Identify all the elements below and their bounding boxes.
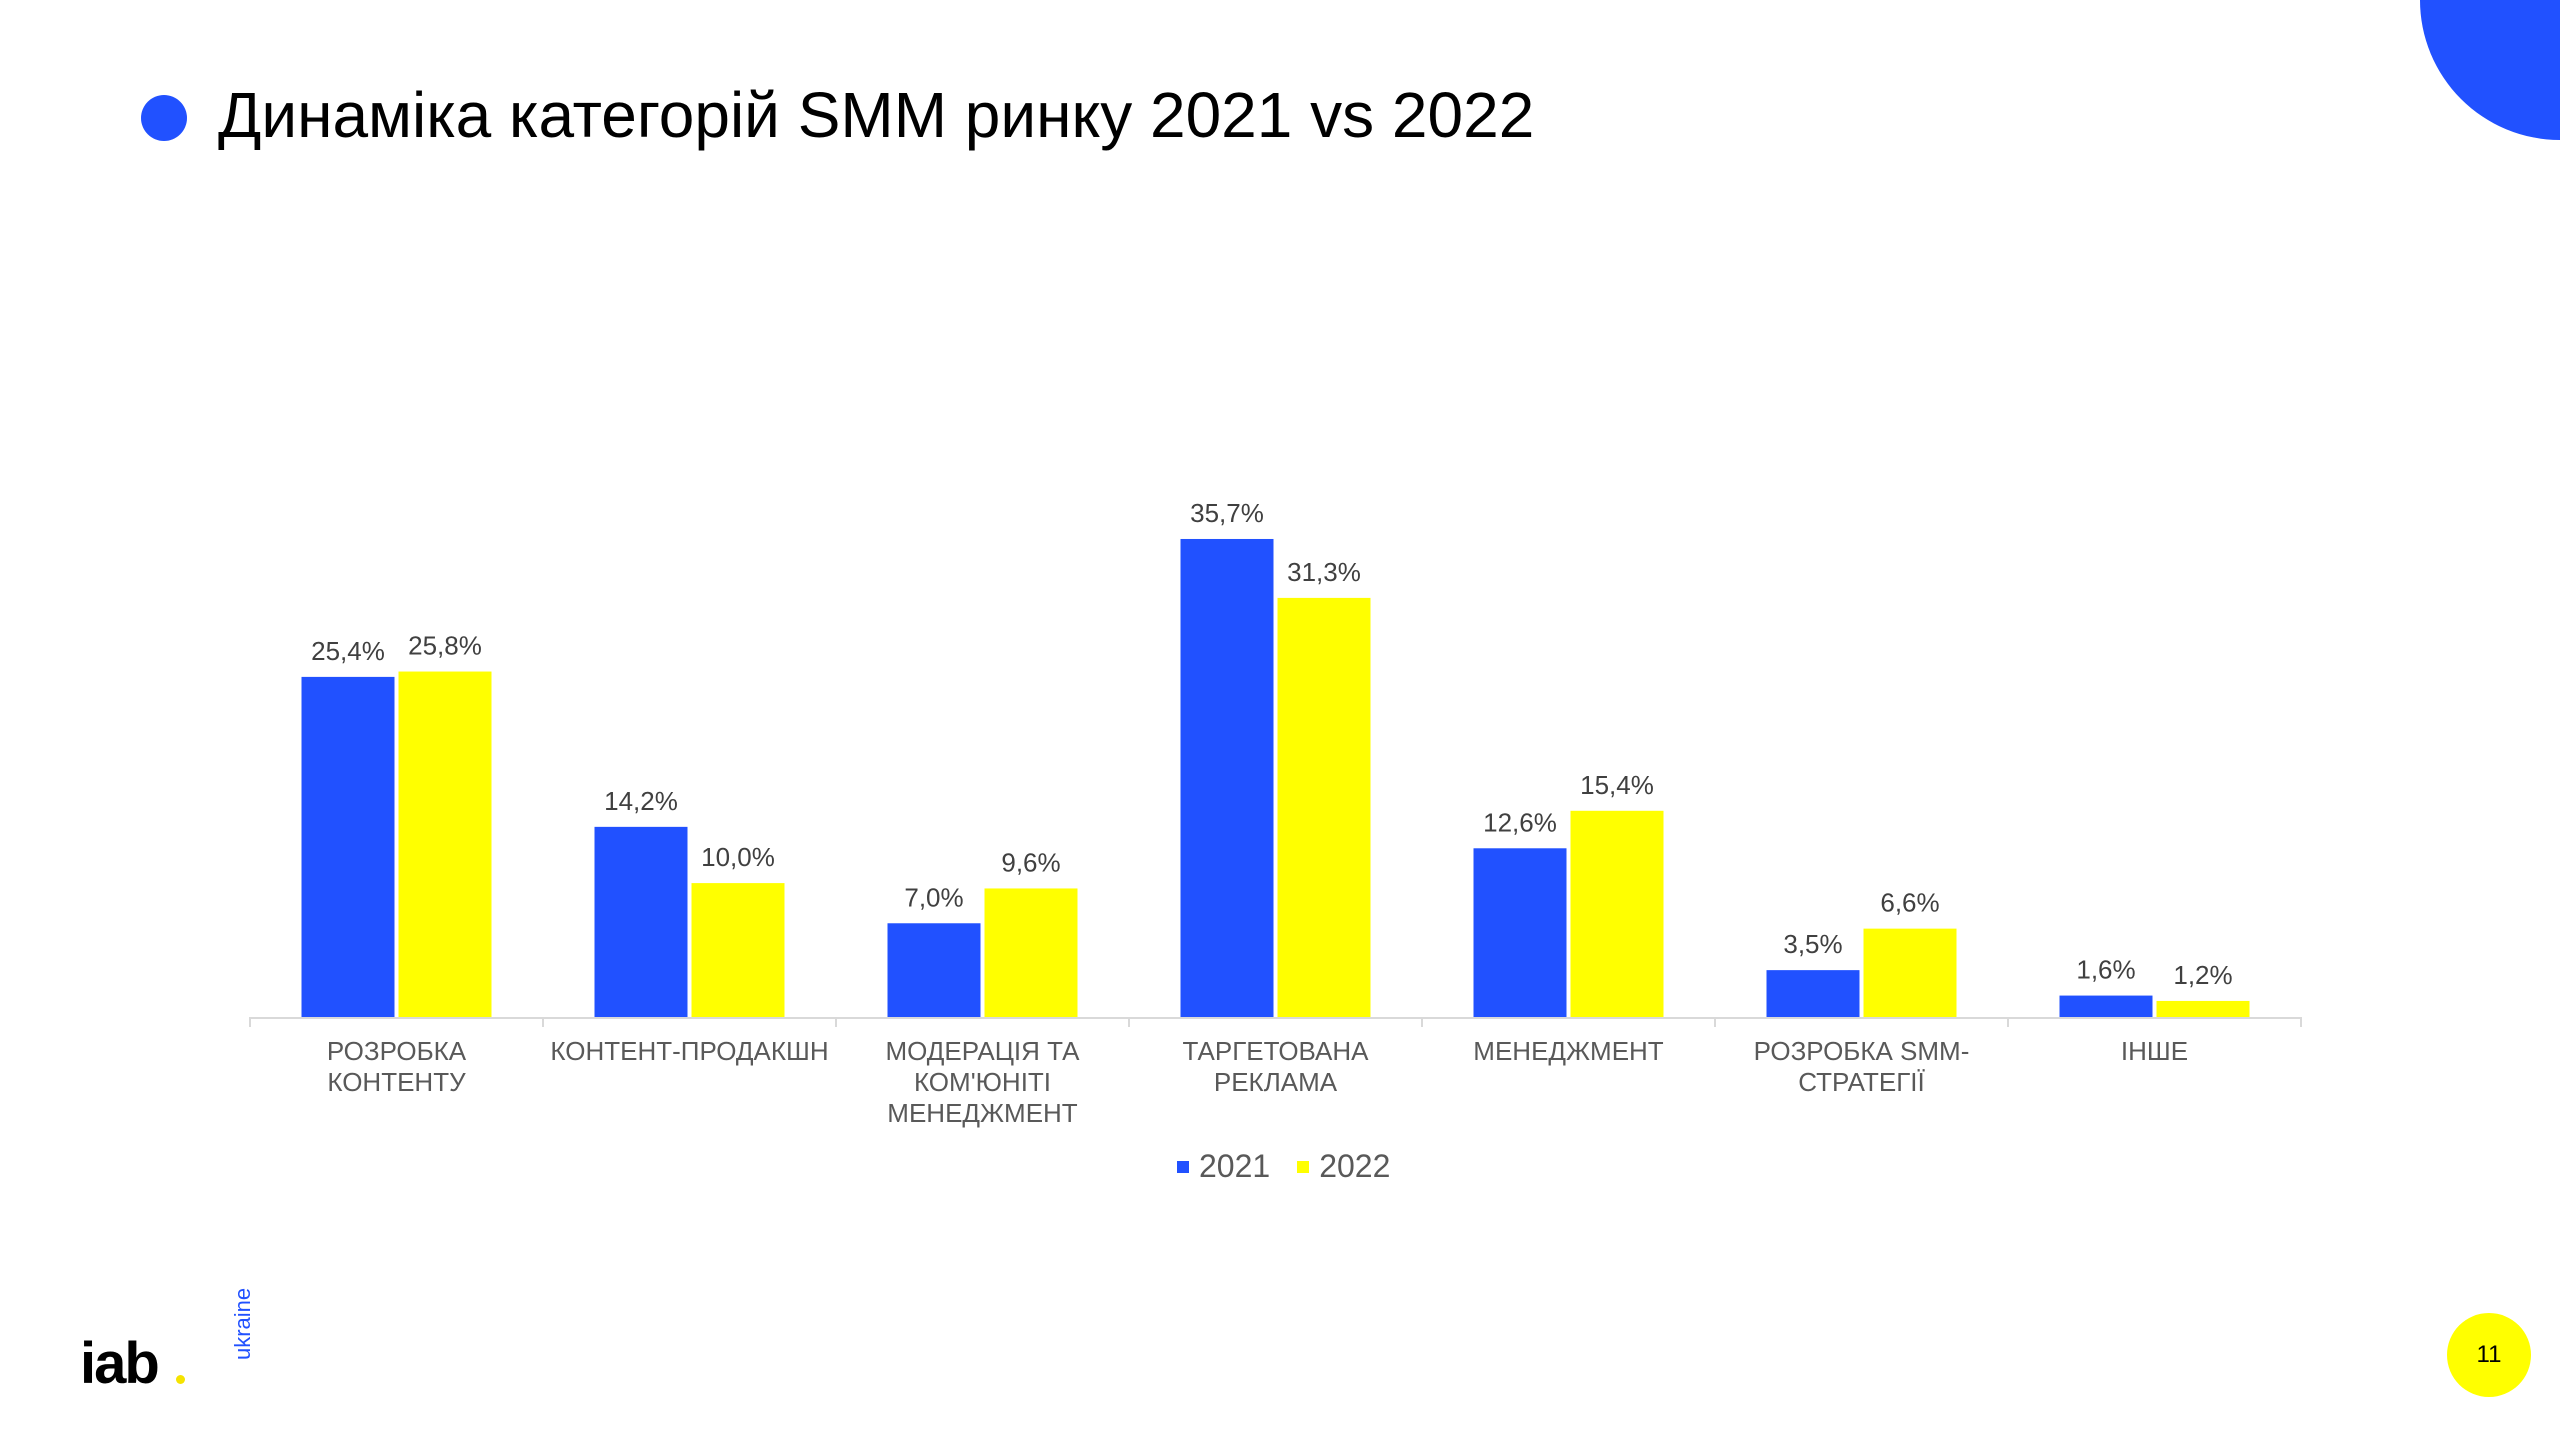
bar-2022: [984, 888, 1078, 1017]
legend-item-2022: 2022: [1297, 1148, 1390, 1185]
bar-2021: [1766, 970, 1860, 1017]
bar-2021: [594, 826, 688, 1017]
category-label: РОЗРОБКА SMM- СТРАТЕГІЇ: [1753, 1036, 1970, 1097]
category-label: МЕНЕДЖМЕНТ: [1473, 1036, 1664, 1066]
data-label: 6,6%: [1880, 888, 1939, 918]
bar-2022: [398, 671, 492, 1017]
data-label: 31,3%: [1287, 557, 1361, 587]
data-label: 35,7%: [1190, 498, 1264, 528]
data-label: 9,6%: [1001, 847, 1060, 877]
bar-2021: [1180, 538, 1274, 1017]
bar-2021: [1473, 848, 1567, 1017]
data-label: 10,0%: [701, 842, 775, 872]
category-label: МОДЕРАЦІЯ ТА КОМ'ЮНІТІ МЕНЕДЖМЕНТ: [885, 1036, 1080, 1128]
legend: 2021 2022: [1177, 1148, 1417, 1185]
legend-item-2021: 2021: [1177, 1148, 1270, 1185]
category-label: РОЗРОБКА КОНТЕНТУ: [326, 1036, 467, 1097]
page-title: Динаміка категорій SMM ринку 2021 vs 202…: [218, 79, 1535, 151]
logo-dot: [176, 1375, 185, 1384]
bar-2022: [691, 883, 785, 1017]
bar-2021: [887, 923, 981, 1017]
data-label: 15,4%: [1580, 770, 1654, 800]
bar-2022: [1277, 597, 1371, 1017]
data-label: 25,8%: [408, 631, 482, 661]
logo-subtext: ukraine: [230, 1287, 255, 1360]
iab-ukraine-logo: iab ukraine: [80, 1288, 255, 1396]
data-label: 14,2%: [604, 786, 678, 816]
data-label: 3,5%: [1783, 929, 1842, 959]
legend-swatch: [1297, 1160, 1310, 1173]
bar-2021: [301, 676, 395, 1017]
page-number: 11: [2447, 1313, 2531, 1397]
logo-text: iab: [80, 1331, 160, 1396]
bar-2022: [2156, 1000, 2250, 1017]
bar-2022: [1863, 928, 1957, 1017]
bar-2021: [2059, 995, 2153, 1017]
category-label: ІНШЕ: [2120, 1036, 2189, 1066]
title-bullet: [141, 95, 187, 141]
legend-label: 2021: [1199, 1148, 1271, 1184]
legend-swatch: [1177, 1160, 1189, 1173]
legend-label: 2022: [1319, 1148, 1391, 1184]
data-label: 12,6%: [1483, 807, 1557, 837]
data-label: 1,2%: [2173, 960, 2232, 990]
data-label: 25,4%: [311, 636, 385, 666]
category-label: ТАРГЕТОВАНА РЕКЛАМА: [1182, 1036, 1369, 1097]
bar-2022: [1570, 810, 1664, 1017]
category-label: КОНТЕНТ-ПРОДАКШН: [550, 1036, 829, 1066]
data-label: 1,6%: [2076, 955, 2135, 985]
data-label: 7,0%: [904, 882, 963, 912]
